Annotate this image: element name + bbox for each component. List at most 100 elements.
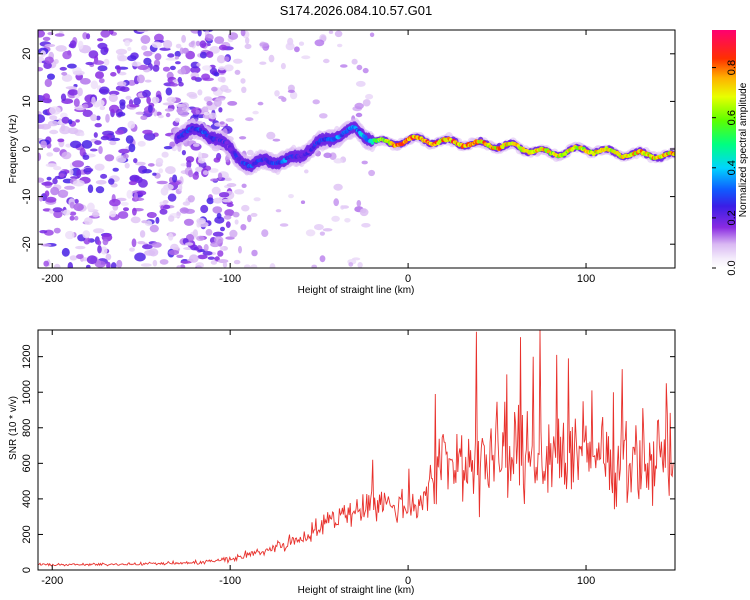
spectral-blob [115, 129, 125, 135]
spectral-blob [202, 251, 213, 256]
spectral-blob [147, 163, 155, 167]
spectral-blob [79, 132, 85, 137]
spectral-blob [250, 212, 258, 217]
spectral-blob [109, 210, 117, 218]
spectral-blob [185, 242, 194, 246]
y-tick-label: -20 [21, 236, 33, 252]
spectral-blob [226, 183, 237, 187]
spectrogram-marks [38, 30, 675, 268]
spectral-blob [118, 55, 128, 62]
x-tick-label: 0 [405, 273, 411, 285]
x-tick-label: 100 [577, 575, 595, 587]
spectral-blob [89, 148, 98, 152]
spectral-blob [65, 230, 75, 240]
spectral-blob [195, 40, 201, 47]
spectral-blob [261, 229, 269, 238]
spectral-blob [142, 244, 153, 250]
spectral-blob [133, 158, 138, 164]
spectral-blob [45, 196, 57, 203]
spectral-blob [333, 158, 344, 164]
spectral-blob [220, 76, 226, 83]
spectral-blob [87, 202, 95, 212]
spectral-blob [42, 36, 51, 42]
spectral-blob [127, 47, 132, 51]
spectral-blob [112, 167, 119, 172]
spectral-blob [344, 218, 351, 223]
spectral-blob [174, 56, 179, 60]
spectral-blob [212, 231, 224, 237]
spectral-blob [47, 120, 59, 127]
spectral-blob [240, 224, 247, 231]
spectral-blob [369, 32, 375, 38]
spectral-blob [53, 263, 61, 268]
spectral-blob [288, 194, 294, 199]
spectral-blob [196, 62, 201, 67]
spectral-blob [333, 183, 343, 191]
spectral-blob [133, 97, 141, 106]
spectral-blob [44, 78, 52, 88]
spectral-blob [70, 140, 82, 149]
spectral-blob [127, 120, 136, 129]
spectral-blob [116, 81, 127, 87]
spectral-blob [176, 254, 184, 258]
spectral-blob [156, 180, 168, 185]
spectral-blob [225, 118, 235, 122]
y-tick-label: -10 [21, 189, 33, 205]
spectral-blob [214, 236, 224, 244]
spectral-blob [233, 259, 241, 265]
spectral-blob [98, 146, 103, 154]
colorbar-ticks: 0.0 0.2 0.4 0.6 0.8 [712, 60, 738, 276]
y-tick-label: 0 [21, 146, 33, 152]
spectral-blob [53, 166, 62, 171]
spectral-blob [168, 249, 180, 256]
spectral-blob [60, 124, 66, 132]
spectral-blob [192, 229, 198, 238]
spectral-blob [163, 146, 173, 150]
spectral-blob [125, 95, 132, 100]
spectral-blob [225, 221, 231, 229]
spectral-blob [68, 119, 73, 125]
spectral-blob [244, 264, 251, 268]
spectral-blob [40, 50, 46, 57]
spectral-blob [174, 117, 181, 123]
spectral-blob [165, 87, 173, 96]
spectral-blob [199, 51, 208, 59]
spectral-blob [201, 73, 211, 81]
spectral-blob [177, 76, 182, 84]
spectral-blob [148, 248, 159, 257]
spectral-blob [204, 33, 214, 42]
spectral-blob [322, 228, 333, 232]
spectral-blob [59, 173, 65, 178]
spectral-blob [119, 99, 126, 106]
spectral-blob [224, 209, 235, 217]
spectral-blob [76, 169, 82, 179]
spectral-blob [232, 211, 240, 218]
spectral-blob [289, 91, 298, 100]
spectral-blob [252, 110, 259, 115]
spectral-blob [241, 183, 247, 188]
spectral-blob [67, 63, 77, 69]
spectral-blob [196, 235, 205, 241]
spectral-blob [196, 217, 206, 225]
spectral-blob [44, 43, 56, 48]
spectral-blob [195, 166, 204, 173]
spectral-blob [305, 229, 316, 237]
spectral-blob [354, 102, 364, 110]
spectral-blob [162, 102, 175, 106]
spectral-blob [218, 107, 223, 113]
spectral-blob [214, 216, 225, 224]
spectral-blob [294, 46, 300, 53]
spectral-blob [241, 204, 250, 212]
spectral-blob [361, 223, 371, 228]
spectral-blob [46, 152, 54, 157]
spectral-blob [55, 45, 67, 52]
spectral-blob [139, 230, 146, 238]
spectral-blob [176, 212, 182, 216]
spectral-blob [158, 168, 164, 174]
spectral-blob [304, 169, 309, 174]
spectral-blob [100, 173, 108, 179]
spectral-blob [124, 162, 130, 169]
